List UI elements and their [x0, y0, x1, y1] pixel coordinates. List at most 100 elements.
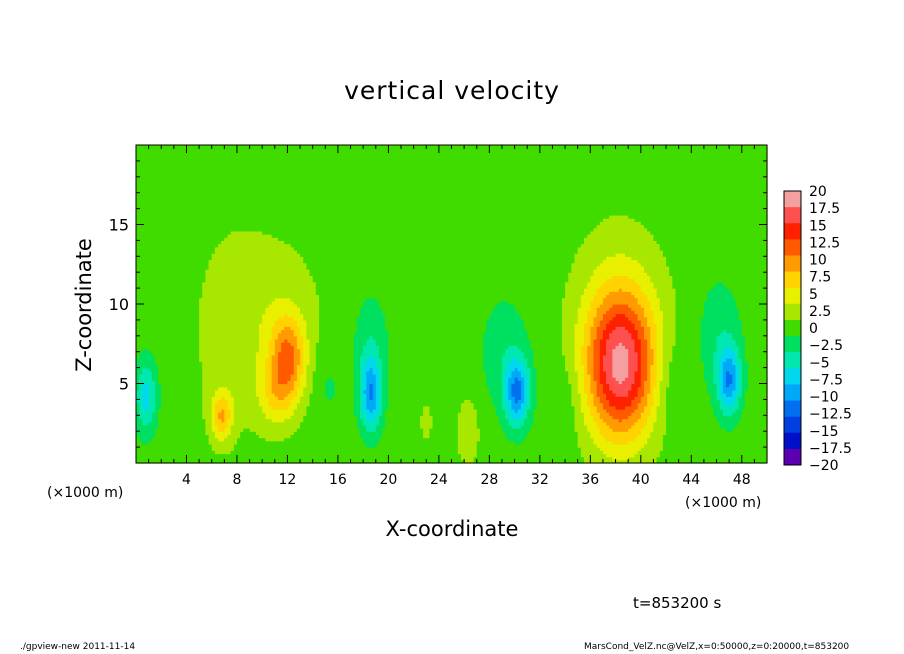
heatmap-cell [246, 408, 251, 413]
heatmap-cell [341, 421, 345, 426]
heatmap-cell [243, 459, 248, 464]
heatmap-cell [236, 453, 241, 458]
heatmap-cell [145, 453, 150, 458]
heatmap-cell [382, 418, 386, 423]
heatmap-cell [360, 431, 364, 435]
heatmap-cell [650, 428, 655, 432]
heatmap-cell [577, 431, 582, 435]
heatmap-cell [612, 421, 617, 426]
heatmap-cell [205, 434, 210, 439]
heatmap-cell [609, 408, 613, 413]
heatmap-cell [536, 440, 541, 445]
heatmap-cell [243, 415, 248, 420]
heatmap-cell [388, 453, 393, 458]
heatmap-cell [312, 450, 317, 455]
heatmap-cell [748, 450, 752, 455]
heatmap-cell [186, 456, 191, 461]
heatmap-cell [195, 424, 200, 429]
heatmap-cell [492, 421, 497, 426]
heatmap-cell [287, 437, 292, 442]
heatmap-cell [675, 424, 680, 429]
heatmap-cell [419, 431, 424, 435]
heatmap-cell [315, 418, 320, 423]
heatmap-cell [732, 440, 737, 445]
heatmap-cell [315, 456, 320, 461]
heatmap-cell [325, 424, 330, 429]
heatmap-cell [546, 434, 550, 439]
heatmap-cell [360, 447, 364, 451]
heatmap-cell [517, 443, 522, 448]
heatmap-cell [372, 453, 377, 458]
heatmap-cell [606, 450, 610, 455]
heatmap-cell [394, 440, 399, 445]
heatmap-cell [407, 415, 412, 420]
heatmap-cell [489, 443, 494, 448]
heatmap-cell [372, 428, 377, 432]
heatmap-cell [457, 424, 462, 429]
heatmap-cell [331, 443, 336, 448]
heatmap-cell [236, 415, 241, 420]
heatmap-cell [558, 459, 563, 464]
heatmap-cell [735, 447, 740, 451]
heatmap-cell [353, 408, 358, 413]
heatmap-cell [344, 428, 348, 432]
heatmap-cell [568, 408, 572, 413]
heatmap-cell [404, 424, 408, 429]
heatmap-cell [483, 456, 487, 461]
heatmap-cell [688, 456, 692, 461]
heatmap-cell [173, 434, 178, 439]
heatmap-cell [410, 459, 415, 464]
heatmap-cell [385, 415, 389, 420]
heatmap-cell [536, 431, 541, 435]
heatmap-cell [151, 421, 156, 426]
heatmap-cell [729, 434, 733, 439]
heatmap-cell [757, 450, 762, 455]
heatmap-cell [438, 447, 443, 451]
heatmap-cell [164, 412, 169, 416]
heatmap-cell [136, 408, 140, 413]
heatmap-cell [719, 421, 724, 426]
heatmap-cell [227, 447, 232, 451]
heatmap-cell [760, 434, 765, 439]
heatmap-cell [464, 405, 468, 410]
heatmap-cell [602, 405, 607, 410]
heatmap-cell [369, 415, 374, 420]
heatmap-cell [442, 453, 446, 458]
heatmap-cell [426, 412, 431, 416]
heatmap-cell [483, 418, 487, 423]
heatmap-cell [401, 450, 405, 455]
heatmap-cell [139, 443, 143, 448]
heatmap-cell [189, 453, 194, 458]
heatmap-cell [378, 453, 383, 458]
heatmap-cell [218, 412, 222, 416]
heatmap-cell [236, 437, 241, 442]
heatmap-cell [334, 453, 339, 458]
heatmap-cell [255, 434, 260, 439]
heatmap-cell [757, 440, 762, 445]
heatmap-cell [694, 440, 699, 445]
heatmap-cell [277, 456, 282, 461]
heatmap-cell [464, 447, 468, 451]
heatmap-cell [274, 412, 279, 416]
heatmap-cell [167, 450, 172, 455]
heatmap-cell [224, 453, 229, 458]
heatmap-cell [442, 437, 446, 442]
heatmap-cell [173, 453, 178, 458]
heatmap-cell [700, 450, 705, 455]
heatmap-cell [536, 421, 541, 426]
heatmap-cell [246, 453, 251, 458]
heatmap-cell [681, 440, 686, 445]
heatmap-cell [416, 405, 421, 410]
heatmap-cell [281, 408, 285, 413]
heatmap-cell [334, 424, 339, 429]
heatmap-cell [650, 437, 655, 442]
heatmap-cell [369, 405, 374, 410]
heatmap-cell [259, 437, 263, 442]
heatmap-cell [328, 453, 333, 458]
heatmap-cell [265, 443, 270, 448]
heatmap-cell [183, 456, 188, 461]
heatmap-cell [186, 405, 191, 410]
heatmap-cell [700, 453, 705, 458]
heatmap-cell [372, 431, 377, 435]
heatmap-cell [230, 440, 235, 445]
